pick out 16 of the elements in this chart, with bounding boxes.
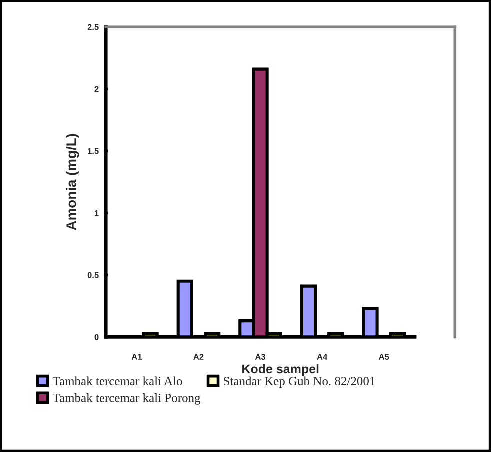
- y-tick-label: 0.5: [88, 272, 99, 278]
- x-tick-label: A1: [132, 354, 142, 360]
- legend-label: Tambak tercemar kali Alo: [52, 376, 182, 386]
- x-tick-label: A3: [255, 354, 266, 360]
- y-tick-label: 1: [95, 210, 99, 216]
- y-tick-label: 2.5: [88, 24, 99, 30]
- legend-label: Standar Kep Gub No. 82/2001: [224, 376, 375, 388]
- y-axis-title: Amonia (mg/L): [66, 134, 80, 230]
- y-tick-label: 0: [94, 334, 99, 340]
- x-tick-label: A4: [317, 354, 328, 360]
- y-tick-label: 2: [94, 86, 99, 92]
- y-tick-label: 1.5: [88, 148, 99, 154]
- x-tick-label: A2: [194, 354, 204, 360]
- legend-label: Tambak tercemar kali Porong: [52, 394, 201, 405]
- x-tick-label: A5: [378, 354, 390, 360]
- x-axis-title: Kode sampel: [242, 364, 319, 376]
